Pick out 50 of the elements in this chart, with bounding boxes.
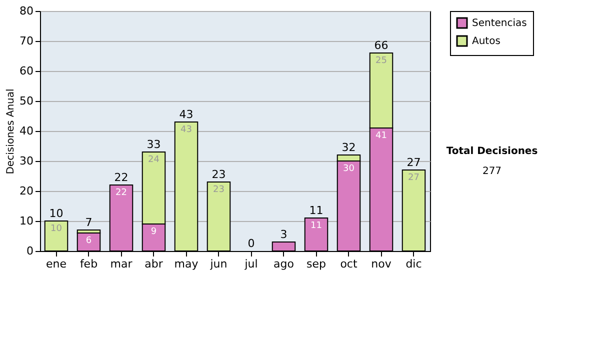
data-label: 10	[50, 224, 62, 234]
data-label: 43	[180, 125, 192, 135]
x-tick-label: abr	[144, 258, 164, 270]
legend-label: Autos	[472, 36, 500, 47]
x-tick-label: may	[174, 258, 199, 270]
data-label: 22	[116, 188, 127, 198]
x-tick-label: feb	[80, 258, 98, 270]
data-label: 6	[86, 236, 92, 246]
y-tick-label: 60	[20, 64, 34, 78]
y-tick-label: 0	[26, 244, 34, 258]
text: Total Decisiones	[446, 146, 538, 157]
y-tick-label: 50	[20, 94, 34, 108]
total-label: 7	[85, 216, 92, 229]
total-label: 43	[179, 108, 194, 121]
y-tick-label: 80	[20, 4, 34, 18]
data-label: 27	[408, 173, 420, 183]
data-label: 24	[148, 155, 160, 165]
x-tick-label: dic	[406, 258, 422, 270]
x-tick-label: nov	[371, 258, 392, 270]
data-label: 30	[343, 164, 355, 174]
total-label: 10	[49, 207, 64, 220]
x-tick-label: ago	[274, 258, 294, 270]
total-label: 22	[114, 171, 128, 184]
x-tick-label: ene	[46, 258, 67, 270]
x-tick-label: oct	[340, 258, 358, 270]
data-label: 41	[376, 131, 387, 141]
total-label: 66	[374, 39, 388, 52]
data-label: 23	[213, 185, 224, 195]
total-label: 27	[406, 156, 421, 169]
total-label: 11	[309, 204, 324, 217]
legend-label: Sentencias	[472, 18, 527, 29]
y-axis-title: Decisiones Anual	[6, 88, 17, 174]
y-tick-label: 20	[20, 184, 34, 198]
total-label: 23	[212, 168, 226, 181]
total-label: 3	[280, 228, 288, 241]
total-label: 0	[248, 237, 255, 250]
total-label: 32	[342, 141, 356, 154]
text: 277	[482, 166, 502, 177]
x-tick-label: jul	[244, 258, 258, 270]
data-label: 9	[150, 227, 157, 237]
x-tick-label: sep	[306, 258, 326, 270]
y-tick-label: 70	[20, 34, 34, 48]
total-label: 33	[146, 138, 161, 151]
y-tick-label: 40	[20, 124, 34, 138]
data-label: 25	[376, 56, 387, 66]
x-tick-label: mar	[110, 258, 133, 270]
y-tick-label: 30	[20, 154, 34, 168]
x-tick-label: jun	[209, 258, 228, 270]
y-tick-label: 10	[20, 214, 34, 228]
data-label: 11	[310, 221, 322, 231]
